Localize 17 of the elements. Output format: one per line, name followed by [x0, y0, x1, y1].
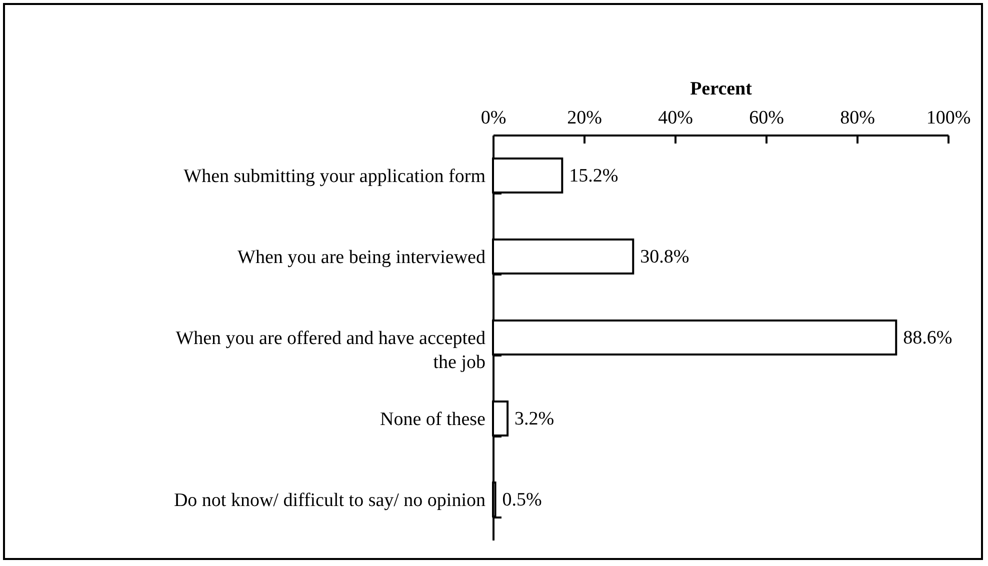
y-tick-label: Do not know/ difficult to say/ no opinion	[174, 490, 486, 511]
data-label: 3.2%	[514, 408, 554, 430]
x-tick-label: 20%	[567, 108, 602, 128]
y-tick-label: When you are being interviewed	[238, 247, 486, 268]
x-tick-label: 40%	[658, 108, 694, 128]
data-label: 15.2%	[569, 166, 618, 186]
data-label: 0.5%	[502, 490, 542, 510]
x-axis-title: Percent	[690, 78, 753, 100]
x-tick-label: 60%	[749, 108, 784, 128]
x-tick-label: 80%	[840, 108, 876, 128]
y-tick-label: When submitting your application form	[184, 166, 486, 187]
data-label: 88.6%	[903, 328, 952, 348]
x-tick-label: 0%	[480, 108, 506, 128]
data-label: 30.8%	[640, 246, 690, 268]
y-tick-label: When you are offered and have accepted the job	[176, 328, 486, 373]
x-tick-label: 100%	[926, 108, 971, 128]
y-tick-label: None of these	[380, 409, 486, 430]
